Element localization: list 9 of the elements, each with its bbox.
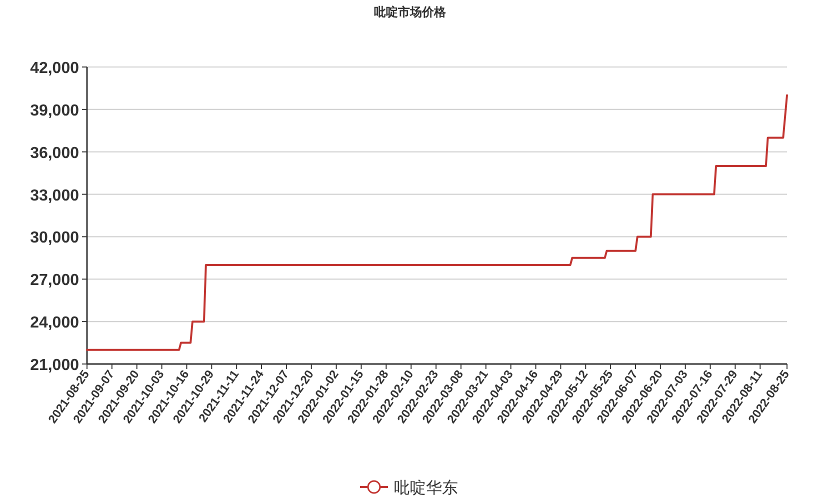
y-tick-label: 33,000 [30,187,80,204]
y-tick-label: 27,000 [30,272,80,290]
chart-title: 吡啶市场价格 [374,5,447,19]
y-tick-label: 24,000 [30,314,80,332]
legend-label: 吡啶华东 [394,479,458,497]
y-tick-label: 30,000 [30,230,80,247]
y-tick-label: 39,000 [30,102,80,120]
y-tick-label: 36,000 [30,144,80,162]
y-tick-label: 42,000 [30,60,80,77]
